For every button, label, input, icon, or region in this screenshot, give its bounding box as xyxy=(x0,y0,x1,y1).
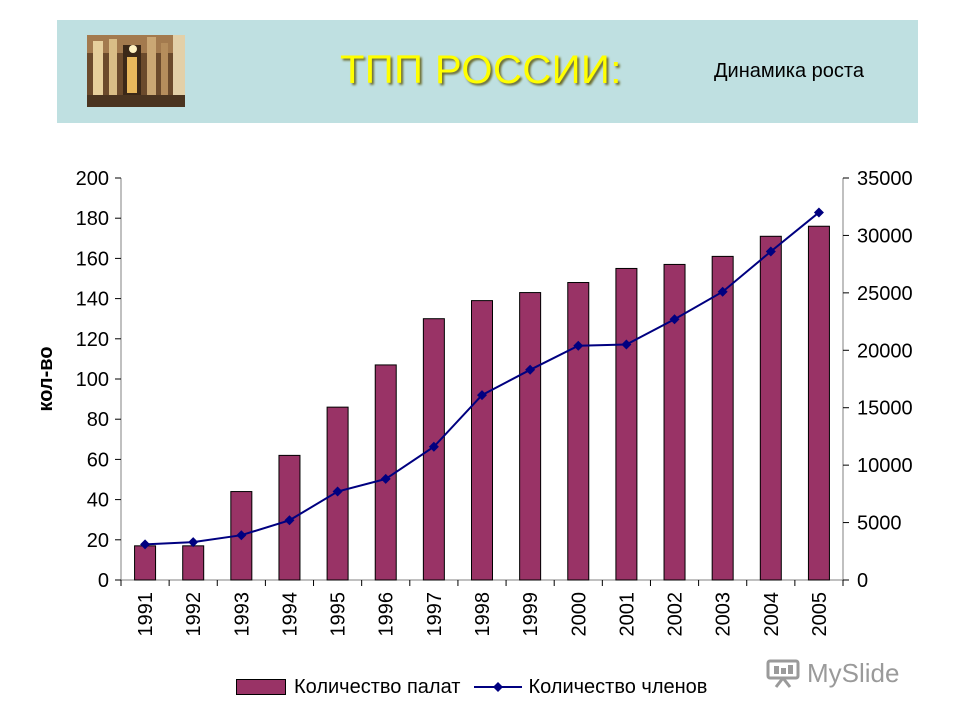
x-tick-label: 1995 xyxy=(328,592,350,637)
line-point xyxy=(765,246,776,257)
left-tick-label: 160 xyxy=(76,248,109,270)
x-tick-label: 2005 xyxy=(809,592,831,637)
left-tick-label: 40 xyxy=(87,490,109,512)
left-tick-label: 100 xyxy=(76,369,109,391)
header-banner: ТПП РОССИИ: Динамика роста xyxy=(57,20,918,123)
line-point xyxy=(813,207,824,218)
legend-line-swatch xyxy=(474,682,523,692)
left-tick-label: 20 xyxy=(87,530,109,552)
x-tick-label: 1998 xyxy=(472,592,494,637)
left-tick-label: 180 xyxy=(76,208,109,230)
legend-line-label: Количество членов xyxy=(528,675,708,698)
right-tick-label: 20000 xyxy=(857,340,913,362)
x-tick-label: 1992 xyxy=(183,592,205,637)
bar xyxy=(182,545,205,581)
left-tick-label: 200 xyxy=(76,168,109,190)
right-tick-label: 0 xyxy=(857,570,868,592)
bar xyxy=(663,263,686,581)
x-tick-label: 1999 xyxy=(520,592,542,637)
left-tick-label: 120 xyxy=(76,329,109,351)
left-tick-label: 0 xyxy=(98,570,109,592)
watermark-text: MySlide xyxy=(807,657,900,688)
line-point xyxy=(236,530,247,541)
line-point xyxy=(525,364,536,375)
line-point xyxy=(717,286,728,297)
x-tick-label: 1994 xyxy=(279,592,301,637)
right-tick-label: 30000 xyxy=(857,225,913,247)
x-tick-label: 1993 xyxy=(231,592,253,637)
bar xyxy=(567,282,590,581)
page-title: ТПП РОССИИ: xyxy=(340,48,622,92)
x-tick-label: 1991 xyxy=(135,592,157,637)
right-tick-label: 15000 xyxy=(857,398,913,420)
bar xyxy=(711,255,734,581)
y-axis-title: кол-во xyxy=(35,346,57,411)
bar xyxy=(759,235,782,581)
x-tick-label: 2002 xyxy=(665,592,687,637)
right-tick-label: 25000 xyxy=(857,283,913,305)
line-point xyxy=(332,486,343,497)
left-tick-label: 140 xyxy=(76,289,109,311)
line-point xyxy=(140,539,151,550)
x-tick-label: 1996 xyxy=(376,592,398,637)
line-point xyxy=(669,314,680,325)
bar xyxy=(374,364,397,581)
bar xyxy=(807,225,830,581)
left-tick-label: 80 xyxy=(87,409,109,431)
left-tick-label: 60 xyxy=(87,449,109,471)
right-tick-label: 10000 xyxy=(857,455,913,477)
line-point xyxy=(477,390,487,401)
bar xyxy=(519,292,542,581)
x-tick-label: 2000 xyxy=(568,592,590,637)
line-point xyxy=(573,340,584,351)
watermark: MySlide xyxy=(765,656,899,690)
projector-icon xyxy=(766,659,800,688)
bar xyxy=(615,267,638,581)
chart-legend: Количество палат Количество членов xyxy=(236,675,707,699)
bar xyxy=(134,545,157,581)
line-point xyxy=(380,473,391,484)
line-point xyxy=(621,339,632,350)
legend-bar-swatch xyxy=(236,679,286,695)
line-point xyxy=(188,537,199,548)
right-tick-label: 5000 xyxy=(857,513,902,535)
line-point xyxy=(284,515,295,526)
right-tick-label: 35000 xyxy=(857,168,913,190)
bar xyxy=(471,300,493,581)
x-tick-label: 2004 xyxy=(761,592,783,637)
legend-bar-label: Количество палат xyxy=(294,675,461,698)
building-photo-icon xyxy=(87,35,185,107)
x-tick-label: 1997 xyxy=(424,592,446,637)
page-subtitle: Динамика роста xyxy=(714,60,864,82)
x-tick-label: 2003 xyxy=(713,592,735,637)
line-point xyxy=(428,441,439,452)
x-tick-label: 2001 xyxy=(616,592,638,637)
